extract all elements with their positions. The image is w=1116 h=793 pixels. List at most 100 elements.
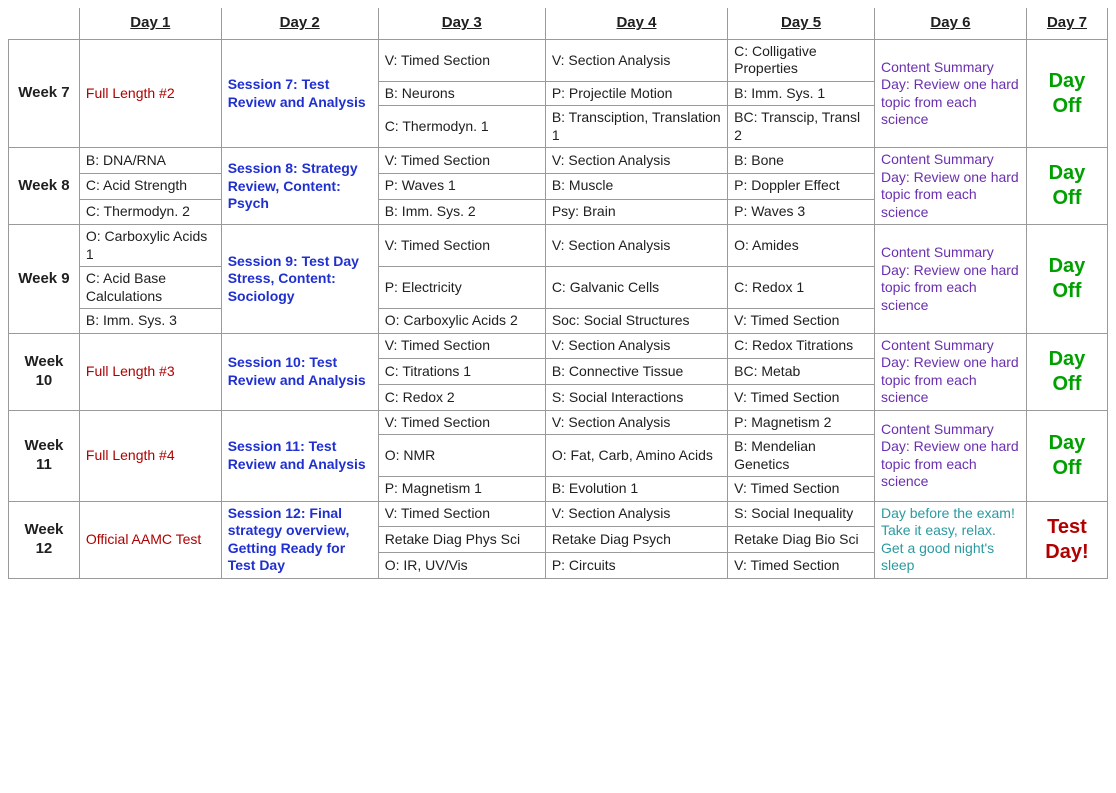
day7-cell: Day Off [1026,39,1107,148]
day7-cell: Day Off [1026,148,1107,225]
week-label: Week 9 [9,225,80,334]
day5-cell: O: Amides [728,225,875,267]
day4-cell: P: Circuits [545,553,727,579]
day4-cell: C: Galvanic Cells [545,267,727,309]
day5-cell: V: Timed Section [728,385,875,411]
header-day-2: Day 2 [221,8,378,39]
day3-cell: O: IR, UV/Vis [378,553,545,579]
header-day-4: Day 4 [545,8,727,39]
day5-cell: BC: Metab [728,359,875,385]
day7-cell: Test Day! [1026,501,1107,578]
header-day-5: Day 5 [728,8,875,39]
week-label: Week 10 [9,333,80,410]
day5-cell: C: Redox Titrations [728,333,875,359]
day1-cell: C: Thermodyn. 2 [79,199,221,225]
week-row: Week 10Full Length #3Session 10: Test Re… [9,333,1108,359]
day5-cell: V: Timed Section [728,309,875,334]
day4-cell: V: Section Analysis [545,39,727,81]
day5-cell: S: Social Inequality [728,501,875,527]
week-label: Week 7 [9,39,80,148]
day3-cell: V: Timed Section [378,501,545,527]
day5-cell: BC: Transcip, Transl 2 [728,106,875,148]
day5-cell: V: Timed Section [728,477,875,502]
day1-cell: Official AAMC Test [79,501,221,578]
day2-session: Session 8: Strategy Review, Content: Psy… [221,148,378,225]
day6-cell: Content Summary Day: Review one hard top… [874,333,1026,410]
day4-cell: B: Evolution 1 [545,477,727,502]
day3-cell: B: Imm. Sys. 2 [378,199,545,225]
day6-cell: Content Summary Day: Review one hard top… [874,39,1026,148]
day4-cell: S: Social Interactions [545,385,727,411]
day1-cell: Full Length #4 [79,410,221,501]
header-blank [9,8,80,39]
day2-session: Session 11: Test Review and Analysis [221,410,378,501]
day1-cell: B: Imm. Sys. 3 [79,309,221,334]
week-row: Week 11Full Length #4Session 11: Test Re… [9,410,1108,435]
header-day-7: Day 7 [1026,8,1107,39]
day2-session: Session 12: Final strategy overview, Get… [221,501,378,578]
day3-cell: Retake Diag Phys Sci [378,527,545,553]
day6-cell: Day before the exam! Take it easy, relax… [874,501,1026,578]
day4-cell: V: Section Analysis [545,410,727,435]
day1-cell: Full Length #2 [79,39,221,148]
day4-cell: V: Section Analysis [545,333,727,359]
day4-cell: B: Muscle [545,173,727,199]
week-row: Week 9O: Carboxylic Acids 1Session 9: Te… [9,225,1108,267]
day4-cell: V: Section Analysis [545,148,727,174]
header-row: Day 1Day 2Day 3Day 4Day 5Day 6Day 7 [9,8,1108,39]
day6-cell: Content Summary Day: Review one hard top… [874,148,1026,225]
day2-session: Session 9: Test Day Stress, Content: Soc… [221,225,378,334]
day5-cell: P: Doppler Effect [728,173,875,199]
day4-cell: V: Section Analysis [545,225,727,267]
day4-cell: O: Fat, Carb, Amino Acids [545,435,727,477]
day4-cell: B: Transciption, Translation 1 [545,106,727,148]
study-schedule-table: Day 1Day 2Day 3Day 4Day 5Day 6Day 7Week … [8,8,1108,579]
week-label: Week 8 [9,148,80,225]
day4-cell: Psy: Brain [545,199,727,225]
day3-cell: V: Timed Section [378,333,545,359]
day4-cell: Retake Diag Psych [545,527,727,553]
day5-cell: B: Bone [728,148,875,174]
header-day-1: Day 1 [79,8,221,39]
day5-cell: B: Mendelian Genetics [728,435,875,477]
day5-cell: P: Magnetism 2 [728,410,875,435]
day1-cell: Full Length #3 [79,333,221,410]
week-row: Week 12Official AAMC TestSession 12: Fin… [9,501,1108,527]
week-label: Week 12 [9,501,80,578]
week-row: Week 8B: DNA/RNASession 8: Strategy Revi… [9,148,1108,174]
day3-cell: C: Titrations 1 [378,359,545,385]
header-day-6: Day 6 [874,8,1026,39]
day3-cell: B: Neurons [378,81,545,106]
day2-session: Session 10: Test Review and Analysis [221,333,378,410]
day7-cell: Day Off [1026,225,1107,334]
day1-cell: C: Acid Base Calculations [79,267,221,309]
day5-cell: Retake Diag Bio Sci [728,527,875,553]
day3-cell: V: Timed Section [378,148,545,174]
day6-cell: Content Summary Day: Review one hard top… [874,225,1026,334]
day5-cell: P: Waves 3 [728,199,875,225]
week-row: Week 7Full Length #2Session 7: Test Revi… [9,39,1108,81]
day4-cell: V: Section Analysis [545,501,727,527]
day4-cell: P: Projectile Motion [545,81,727,106]
day3-cell: V: Timed Section [378,225,545,267]
day4-cell: B: Connective Tissue [545,359,727,385]
day3-cell: C: Redox 2 [378,385,545,411]
day6-cell: Content Summary Day: Review one hard top… [874,410,1026,501]
day3-cell: V: Timed Section [378,410,545,435]
day7-cell: Day Off [1026,333,1107,410]
day5-cell: B: Imm. Sys. 1 [728,81,875,106]
day2-session: Session 7: Test Review and Analysis [221,39,378,148]
day1-cell: O: Carboxylic Acids 1 [79,225,221,267]
day3-cell: O: Carboxylic Acids 2 [378,309,545,334]
day3-cell: P: Magnetism 1 [378,477,545,502]
week-label: Week 11 [9,410,80,501]
day3-cell: O: NMR [378,435,545,477]
day4-cell: Soc: Social Structures [545,309,727,334]
day1-cell: C: Acid Strength [79,173,221,199]
day3-cell: P: Electricity [378,267,545,309]
day3-cell: V: Timed Section [378,39,545,81]
day7-cell: Day Off [1026,410,1107,501]
header-day-3: Day 3 [378,8,545,39]
day3-cell: P: Waves 1 [378,173,545,199]
day5-cell: C: Colligative Properties [728,39,875,81]
